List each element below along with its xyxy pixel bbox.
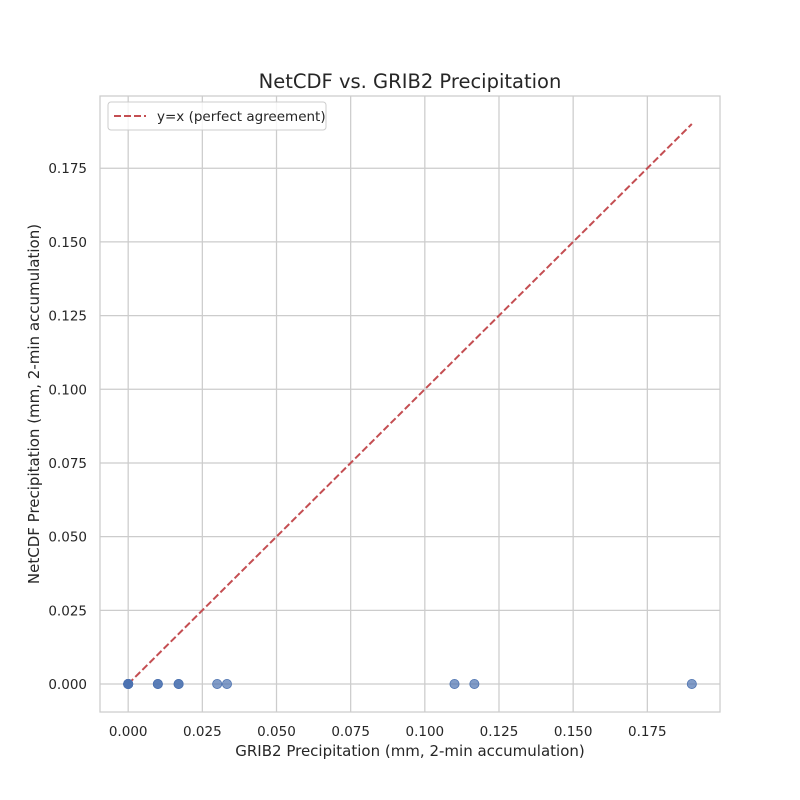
scatter-point	[686, 679, 697, 690]
y-tick-label: 0.150	[48, 235, 87, 251]
reference-line-layer	[127, 123, 693, 685]
chart-title: NetCDF vs. GRIB2 Precipitation	[259, 70, 562, 93]
y-tick-labels: 0.000 0.025 0.050 0.075 0.100 0.125 0.150 0.175	[48, 161, 87, 693]
x-tick-label: 0.075	[331, 724, 370, 740]
x-tick-label: 0.125	[480, 724, 519, 740]
y-tick-label: 0.075	[48, 456, 87, 472]
scatter-points	[123, 679, 697, 690]
scatter-point	[212, 679, 223, 690]
y-axis-label: NetCDF Precipitation (mm, 2-min accumula…	[25, 224, 43, 584]
y-tick-label: 0.025	[48, 603, 87, 619]
reference-line	[127, 123, 693, 685]
legend: y=x (perfect agreement)	[107, 101, 327, 131]
x-tick-labels: 0.000 0.025 0.050 0.075 0.100 0.125 0.150 0.175	[109, 724, 667, 740]
x-tick-label: 0.175	[628, 724, 667, 740]
scatter-point	[449, 679, 460, 690]
scatter-point	[469, 679, 480, 690]
x-tick-label: 0.150	[554, 724, 593, 740]
x-tick-label: 0.100	[406, 724, 445, 740]
y-tick-label: 0.050	[48, 530, 87, 546]
y-tick-label: 0.125	[48, 309, 87, 325]
x-tick-label: 0.000	[109, 724, 148, 740]
y-tick-label: 0.175	[48, 161, 87, 177]
grid	[100, 96, 720, 712]
scatter-point	[173, 679, 184, 690]
x-tick-label: 0.025	[183, 724, 222, 740]
y-tick-label: 0.100	[48, 382, 87, 398]
legend-box	[107, 101, 327, 131]
plot-frame	[99, 95, 721, 713]
x-axis-label: GRIB2 Precipitation (mm, 2-min accumulat…	[235, 742, 584, 760]
y-tick-label: 0.000	[48, 677, 87, 693]
x-tick-label: 0.050	[257, 724, 296, 740]
scatter-point	[152, 679, 163, 690]
legend-label: y=x (perfect agreement)	[157, 109, 326, 125]
scatter-point	[221, 679, 232, 690]
scatter-point	[123, 679, 134, 690]
